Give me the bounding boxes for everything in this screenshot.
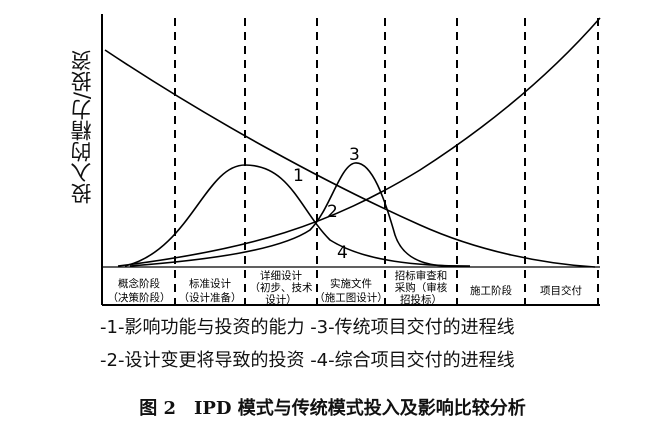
- stage-labels: 概念阶段（决策阶段） 标准设计（设计准备） 详细设计（初步、技术设计） 实施文件…: [108, 269, 583, 306]
- legend-item-3: -3-传统项目交付的进程线: [310, 317, 515, 338]
- curve-label-4: 4: [337, 243, 348, 263]
- curve-label-3: 3: [349, 145, 360, 165]
- y-axis-label: 投入的精力/投资: [70, 50, 94, 205]
- stage-label: 概念阶段（决策阶段）: [108, 277, 171, 304]
- stage-dividers: [174, 18, 599, 305]
- legend-row-2: -2-设计变更将导致的投资 -4-综合项目交付的进程线: [100, 346, 515, 372]
- curve-3-traditional-delivery: [129, 162, 451, 267]
- figure-caption: 图 2 IPD 模式与传统模式投入及影响比较分析: [139, 398, 526, 419]
- stage-label: 招标审查和采购（审核招投标）: [395, 269, 448, 306]
- stage-label: 实施文件（施工图设计）: [314, 277, 388, 304]
- curve-2-design-change-cost: [117, 17, 601, 267]
- legend-item-4: -4-综合项目交付的进程线: [310, 350, 515, 371]
- legend-item-1: -1-影响功能与投资的能力: [100, 317, 305, 338]
- curve-4-integrated-delivery: [124, 164, 471, 267]
- curve-1-influence-ability: [104, 49, 596, 268]
- stage-label: 项目交付: [540, 284, 582, 297]
- curve-label-2: 2: [327, 202, 338, 222]
- curve-label-1: 1: [293, 166, 304, 186]
- stage-label: 标准设计（设计准备）: [179, 277, 242, 304]
- stage-label: 详细设计（初步、技术设计）: [250, 269, 313, 306]
- stage-label: 施工阶段: [470, 284, 512, 297]
- legend-item-2: -2-设计变更将导致的投资: [100, 350, 305, 371]
- legend-row-1: -1-影响功能与投资的能力 -3-传统项目交付的进程线: [100, 313, 515, 339]
